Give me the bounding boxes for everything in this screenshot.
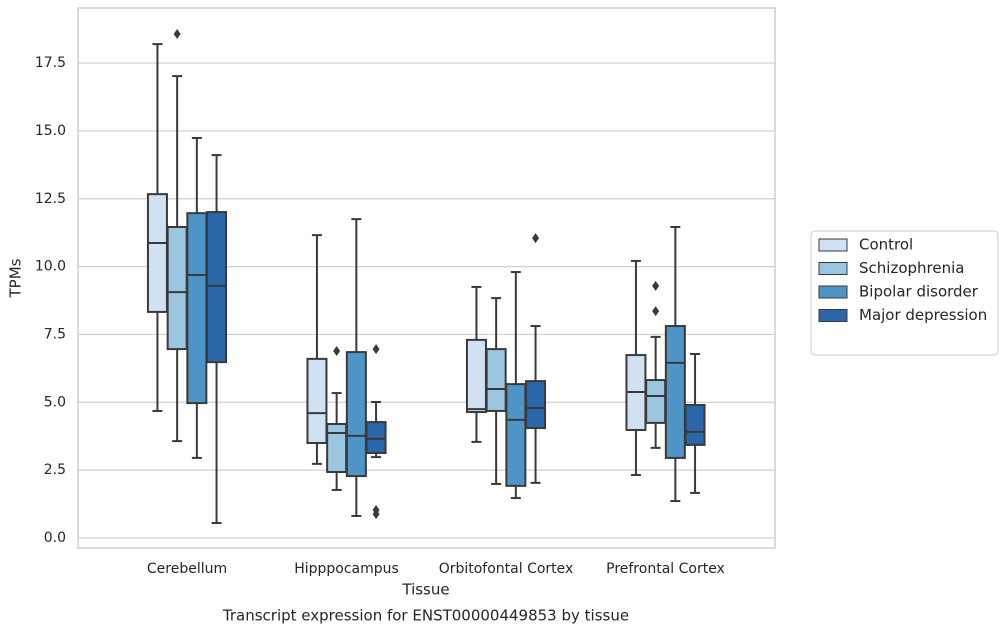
box <box>345 351 367 478</box>
legend-swatch <box>818 262 848 275</box>
y-tick-label: 5.0 <box>44 394 66 410</box>
outlier <box>652 306 660 317</box>
legend-box <box>810 230 999 356</box>
box <box>465 338 487 414</box>
box <box>485 348 507 412</box>
box <box>365 421 387 455</box>
box <box>306 357 328 444</box>
legend-swatch <box>818 238 848 252</box>
legend-label: Control <box>859 236 913 254</box>
x-tick-label: Cerebellum <box>147 561 227 577</box>
legend-swatch <box>818 285 848 299</box>
outlier <box>532 233 540 244</box>
box <box>146 193 168 313</box>
box <box>326 422 348 474</box>
chart-title: Transcript expression for ENST0000044985… <box>222 607 629 625</box>
box <box>684 403 706 446</box>
outlier <box>372 344 380 355</box>
box <box>505 383 527 487</box>
x-tick-label: Prefrontal Cortex <box>606 561 725 577</box>
outlier <box>333 345 341 356</box>
legend-label: Schizophrenia <box>859 259 964 277</box>
outlier <box>173 29 181 40</box>
box <box>186 212 208 405</box>
x-tick-label: Hipppocampus <box>294 561 399 577</box>
legend-label: Bipolar disorder <box>859 283 979 301</box>
x-tick-label: Orbitofontal Cortex <box>439 561 574 577</box>
y-tick-label: 17.5 <box>35 55 66 71</box>
y-tick-label: 7.5 <box>44 326 66 342</box>
legend-label: Major depression <box>859 306 987 324</box>
box <box>206 211 228 364</box>
x-axis-label: Tissue <box>401 581 449 599</box>
legend-swatch <box>818 309 848 322</box>
box <box>525 380 547 430</box>
y-tick-label: 10.0 <box>35 259 66 275</box>
box <box>664 325 686 459</box>
y-axis-label: TPMs <box>7 258 25 298</box>
y-tick-label: 0.0 <box>44 530 66 546</box>
y-tick-label: 15.0 <box>35 123 66 139</box>
y-tick-label: 2.5 <box>44 462 66 478</box>
outlier <box>652 280 660 291</box>
y-tick-label: 12.5 <box>35 191 66 207</box>
plot-border <box>77 7 776 549</box>
box <box>166 225 188 351</box>
box <box>645 379 667 424</box>
outlier <box>372 509 380 520</box>
